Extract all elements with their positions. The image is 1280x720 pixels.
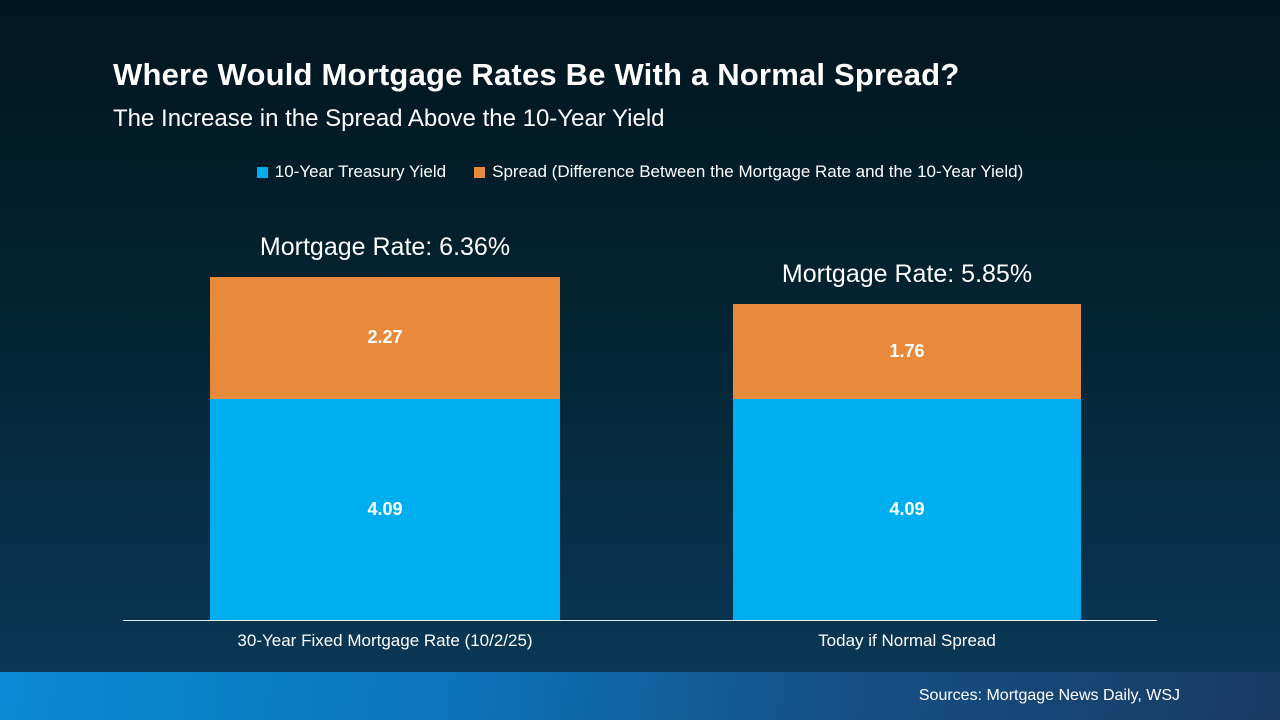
legend-label: Spread (Difference Between the Mortgage …: [492, 162, 1024, 181]
legend-swatch-blue-icon: [256, 166, 268, 178]
bar-group-normal-spread: Mortgage Rate: 5.85% 1.76 4.09: [733, 260, 1081, 620]
chart-legend: 10-Year Treasury Yield Spread (Differenc…: [0, 162, 1280, 182]
bar-segment-spread: 1.76: [733, 304, 1081, 400]
legend-swatch-orange-icon: [474, 166, 486, 178]
bar-segment-treasury-yield: 4.09: [210, 399, 560, 620]
legend-item-spread: Spread (Difference Between the Mortgage …: [474, 162, 1023, 182]
bar-total-label: Mortgage Rate: 5.85%: [781, 260, 1033, 289]
category-label-normal-spread: Today if Normal Spread: [818, 631, 996, 650]
category-label-current-rate: 30-Year Fixed Mortgage Rate (10/2/25): [237, 631, 533, 650]
stacked-bar: 2.27 4.09: [210, 276, 560, 620]
legend-item-treasury-yield: 10-Year Treasury Yield: [256, 162, 447, 182]
page-subtitle: The Increase in the Spread Above the 10-…: [113, 105, 665, 132]
page-title: Where Would Mortgage Rates Be With a Nor…: [113, 57, 960, 92]
legend-label: 10-Year Treasury Yield: [274, 162, 447, 181]
bar-total-label: Mortgage Rate: 6.36%: [259, 232, 511, 261]
sources-text: Sources: Mortgage News Daily, WSJ: [918, 687, 1180, 704]
bar-segment-spread: 2.27: [210, 276, 560, 400]
x-axis-line: [123, 620, 1157, 621]
stacked-bar: 1.76 4.09: [733, 304, 1081, 620]
footer-bar: Sources: Mortgage News Daily, WSJ: [0, 672, 1280, 720]
bar-segment-treasury-yield: 4.09: [733, 399, 1081, 620]
bar-group-current-rate: Mortgage Rate: 6.36% 2.27 4.09: [210, 233, 560, 620]
